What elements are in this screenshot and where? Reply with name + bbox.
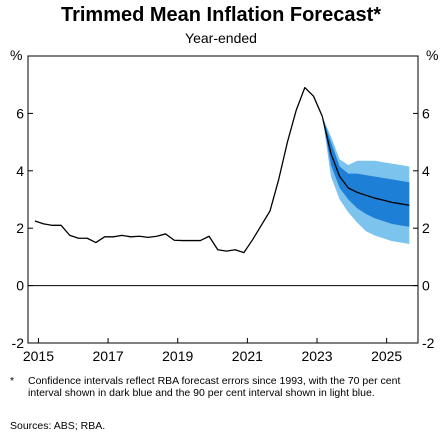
- chart-title: Trimmed Mean Inflation Forecast*: [60, 4, 382, 26]
- x-tick-label: 2025: [371, 348, 402, 364]
- y-axis-unit-left: %: [10, 47, 23, 63]
- y-tick-label-right: -2: [422, 335, 435, 351]
- y-tick-label-right: 6: [422, 105, 430, 121]
- x-tick-label: 2023: [301, 348, 332, 364]
- x-tick-label: 2017: [93, 348, 124, 364]
- plot-frame: [27, 55, 419, 344]
- y-axis-unit-right: %: [426, 47, 439, 63]
- chart-subtitle: Year-ended: [185, 30, 257, 46]
- x-tick-label: 2015: [23, 348, 54, 364]
- x-tick-label: 2021: [232, 348, 263, 364]
- confidence-band-70: [322, 116, 410, 227]
- y-tick-label-left: 0: [16, 278, 24, 294]
- y-tick-label-left: 2: [16, 220, 24, 236]
- y-tick-label-right: 4: [422, 163, 430, 179]
- series-line-actual: [34, 86, 323, 254]
- y-tick-label-left: -2: [12, 335, 25, 351]
- footnote: * Confidence intervals reflect RBA forec…: [10, 375, 428, 399]
- series-line-forecast: [321, 116, 410, 206]
- y-tick-label-right: 2: [422, 220, 430, 236]
- footnote-marker: *: [10, 375, 15, 387]
- sources-note: Sources: ABS; RBA.: [10, 420, 106, 432]
- x-tick-label: 2019: [162, 348, 193, 364]
- y-tick-label-left: 4: [16, 163, 24, 179]
- footnote-text: Confidence intervals reflect RBA forecas…: [28, 375, 401, 399]
- y-tick-label-left: 6: [16, 105, 24, 121]
- y-tick-label-right: 0: [422, 278, 430, 294]
